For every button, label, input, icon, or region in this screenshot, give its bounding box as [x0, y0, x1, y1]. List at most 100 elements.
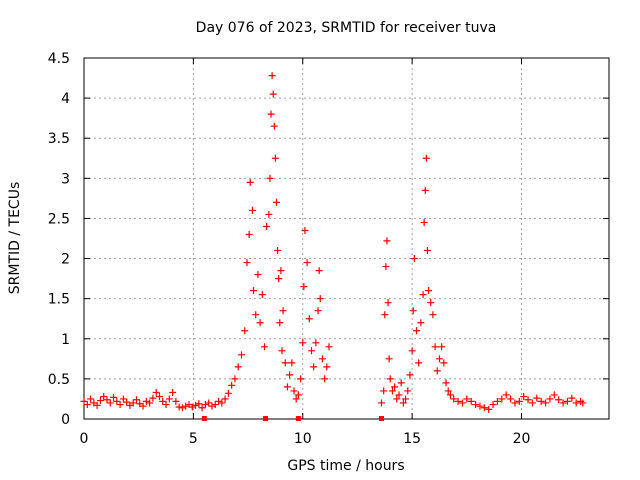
- data-point: [395, 391, 403, 399]
- data-point: [507, 395, 515, 403]
- data-point: [250, 287, 258, 295]
- data-point: [409, 307, 417, 315]
- data-point: [211, 401, 219, 409]
- y-tick-label: 2.5: [48, 211, 70, 227]
- data-point: [198, 404, 206, 412]
- x-axis-label: GPS time / hours: [287, 458, 404, 474]
- chart-title: Day 076 of 2023, SRMTID for receiver tuv…: [196, 20, 497, 36]
- data-point: [286, 371, 294, 379]
- data-point: [420, 218, 428, 226]
- plot-frame: [83, 57, 610, 420]
- data-point: [563, 397, 571, 405]
- data-point: [385, 355, 393, 363]
- data-point: [283, 383, 291, 391]
- axis-ticks: 0 0.5 1 1.5 2 2.5 3 3.5 4 4.5 0 5 10 15 20: [48, 51, 609, 447]
- data-point: [195, 400, 203, 408]
- data-point: [290, 387, 298, 395]
- data-point: [162, 401, 170, 409]
- data-point: [246, 178, 254, 186]
- data-point: [281, 359, 289, 367]
- data-point: [182, 402, 190, 410]
- data-point: [402, 395, 410, 403]
- data-point: [435, 355, 443, 363]
- data-point: [201, 401, 209, 409]
- data-point: [297, 375, 305, 383]
- data-point: [123, 398, 131, 406]
- data-point: [415, 359, 423, 367]
- data-point: [408, 347, 416, 355]
- data-point: [205, 399, 213, 407]
- data-point: [454, 397, 462, 405]
- data-point: [463, 395, 471, 403]
- data-point: [228, 381, 236, 389]
- data-point: [550, 391, 558, 399]
- data-point: [383, 237, 391, 245]
- y-tick-label: 1: [61, 332, 70, 348]
- data-point: [175, 403, 183, 411]
- data-point: [422, 154, 430, 162]
- data-point: [252, 311, 260, 319]
- data-point: [419, 291, 427, 299]
- data-point: [315, 267, 323, 275]
- data-point: [542, 399, 550, 407]
- data-point: [113, 397, 121, 405]
- data-point: [533, 394, 541, 402]
- data-point: [410, 255, 418, 263]
- data-point: [106, 399, 114, 407]
- x-tick-label: 15: [403, 431, 421, 447]
- data-point: [431, 343, 439, 351]
- data-point: [568, 394, 576, 402]
- data-point: [555, 396, 563, 404]
- data-point: [515, 397, 523, 405]
- data-point: [159, 397, 167, 405]
- data-point: [399, 399, 407, 407]
- data-point: [263, 222, 271, 230]
- data-point: [537, 397, 545, 405]
- data-point: [450, 395, 458, 403]
- data-point: [87, 395, 95, 403]
- data-point: [279, 307, 287, 315]
- data-point: [192, 401, 200, 409]
- data-point: [446, 391, 454, 399]
- data-point: [303, 259, 311, 267]
- data-point: [178, 404, 186, 412]
- data-point: [277, 267, 285, 275]
- data-point: [498, 395, 506, 403]
- data-point: [433, 367, 441, 375]
- x-tick-label: 10: [294, 431, 312, 447]
- data-point: [314, 307, 322, 315]
- y-tick-label: 3.5: [48, 131, 70, 147]
- grid-lines: [84, 58, 609, 419]
- data-point: [215, 397, 223, 405]
- data-point: [380, 387, 388, 395]
- data-point: [139, 402, 147, 410]
- data-point: [485, 405, 493, 413]
- data-point: [271, 154, 279, 162]
- y-tick-label: 3: [61, 171, 70, 187]
- data-point: [524, 396, 532, 404]
- data-point: [325, 343, 333, 351]
- data-point: [221, 395, 229, 403]
- data-point: [93, 401, 101, 409]
- data-point: [80, 397, 88, 405]
- data-point: [276, 319, 284, 327]
- data-point: [413, 327, 420, 335]
- data-point: [83, 401, 91, 409]
- data-point: [149, 394, 157, 402]
- data-point: [269, 90, 277, 98]
- data-point: [572, 399, 580, 407]
- data-point: [224, 389, 232, 397]
- data-point: [378, 399, 385, 407]
- data-point: [493, 397, 501, 405]
- data-point: [476, 402, 484, 410]
- data-point: [152, 389, 160, 397]
- data-point: [169, 389, 177, 397]
- data-point: [245, 230, 253, 238]
- data-point: [288, 359, 296, 367]
- x-tick-label: 5: [189, 431, 198, 447]
- zero-marker: [379, 416, 384, 421]
- x-tick-label: 0: [80, 431, 89, 447]
- data-point: [110, 393, 118, 401]
- data-point: [266, 174, 274, 182]
- data-point: [260, 343, 268, 351]
